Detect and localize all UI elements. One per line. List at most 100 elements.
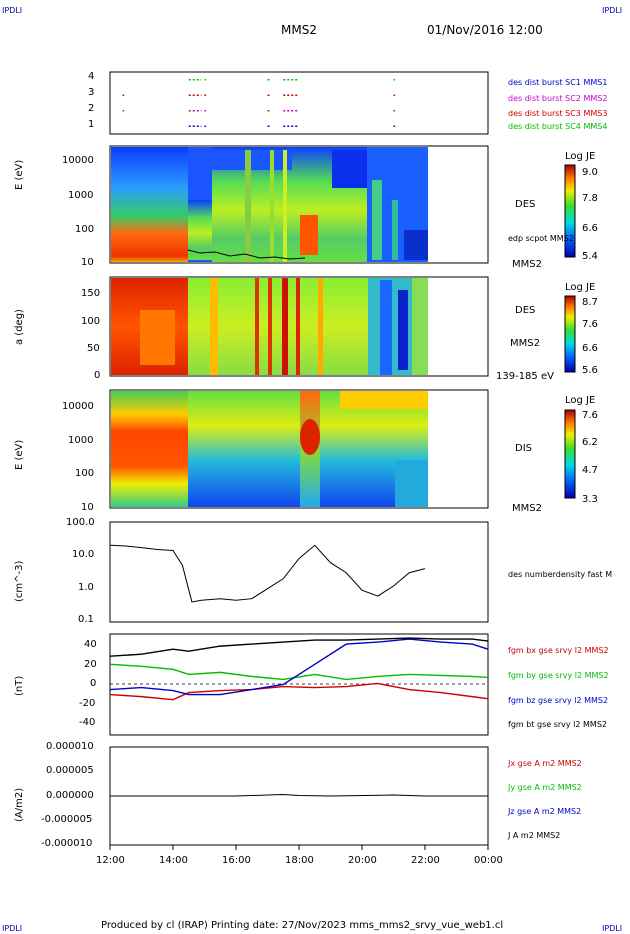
time-tick-1400: 14:00 xyxy=(159,855,188,866)
time-tick-2000: 20:00 xyxy=(348,855,377,866)
dis-e-ytick-1000: 1000 xyxy=(68,435,94,446)
des-energy-cb-tick-4: 5.4 xyxy=(582,251,598,262)
dis-e-ytick-10: 10 xyxy=(81,502,94,513)
des-e-ytick-1000: 1000 xyxy=(68,190,94,201)
dis-energy-spectrogram xyxy=(109,389,489,509)
burst-ytick-4: 4 xyxy=(88,71,95,82)
footer-credit: Produced by cl (IRAP) Printing date: 27/… xyxy=(101,920,504,931)
dis-energy-cb-tick-4: 3.3 xyxy=(582,494,598,505)
des-pitch-colorbar xyxy=(564,295,576,373)
time-tick-1800: 18:00 xyxy=(285,855,314,866)
bfield-legend-bx: fgm bx gse srvy l2 MMS2 xyxy=(508,646,609,655)
bfield-legend-bt: fgm bt gse srvy l2 MMS2 xyxy=(508,720,607,729)
des-energy-ylabel: E (eV) xyxy=(14,159,25,190)
des-pa-ytick-50: 50 xyxy=(87,343,100,354)
dis-energy-colorbar xyxy=(564,409,576,499)
des-pitch-label: DES xyxy=(515,305,536,316)
des-pa-ytick-0: 0 xyxy=(94,370,101,381)
des-energy-scpot-label: edp scpot MMS2 xyxy=(508,234,574,243)
density-panel xyxy=(109,521,489,623)
des-energy-colorbar-title: Log JE xyxy=(565,151,596,162)
burst-ytick-3: 3 xyxy=(88,87,95,98)
time-axis xyxy=(109,845,489,850)
des-pitch-cb-tick-4: 5.6 xyxy=(582,365,598,376)
des-pitch-spectrogram xyxy=(109,276,489,377)
des-pitch-colorbar-title: Log JE xyxy=(565,282,596,293)
des-e-ytick-10000: 10000 xyxy=(62,155,94,166)
bfield-series-0 xyxy=(109,682,489,701)
dis-energy-ylabel: E (eV) xyxy=(14,439,25,470)
bfield-ytick-m20: -20 xyxy=(79,698,96,709)
current-ytick-5: -0.000010 xyxy=(41,838,93,849)
current-ytick-4: -0.000005 xyxy=(41,814,93,825)
density-ytick-10: 10.0 xyxy=(72,549,95,560)
des-pitch-sc-label: MMS2 xyxy=(510,338,540,349)
burst-legend-mms4: des dist burst SC4 MMS4 xyxy=(508,122,608,131)
density-ytick-01: 0.1 xyxy=(78,614,94,625)
bfield-series-2 xyxy=(109,638,489,696)
density-ylabel: (cm^-3) xyxy=(14,560,25,602)
bfield-ytick-m40: -40 xyxy=(79,717,96,728)
des-pitch-cb-tick-1: 8.7 xyxy=(582,297,598,308)
current-legend-jz: Jz gse A m2 MMS2 xyxy=(508,807,582,816)
date-title: 01/Nov/2016 12:00 xyxy=(427,23,543,37)
corner-label-bottom-left: IPDLI xyxy=(2,924,23,933)
current-ytick-3: 0.000000 xyxy=(46,790,94,801)
bfield-panel xyxy=(109,633,489,736)
burst-ytick-1: 1 xyxy=(88,119,95,130)
des-pitch-ylabel: a (deg) xyxy=(14,309,25,345)
dis-e-ytick-10000: 10000 xyxy=(62,401,94,412)
des-energy-cb-tick-2: 7.8 xyxy=(582,193,598,204)
current-legend-j: J A m2 MMS2 xyxy=(508,831,561,840)
bfield-ylabel: (nT) xyxy=(14,675,25,696)
dis-energy-cb-tick-1: 7.6 xyxy=(582,410,598,421)
density-series-line xyxy=(109,544,426,603)
bfield-ytick-20: 20 xyxy=(84,659,97,670)
des-pa-ytick-150: 150 xyxy=(81,288,101,299)
burst-legend-mms1: des dist burst SC1 MMS1 xyxy=(508,78,608,87)
des-energy-cb-tick-3: 6.6 xyxy=(582,223,598,234)
current-ylabel: (A/m2) xyxy=(14,787,25,822)
des-e-ytick-100: 100 xyxy=(75,224,95,235)
density-ytick-1: 1.0 xyxy=(78,582,94,593)
current-ytick-2: 0.000005 xyxy=(46,765,94,776)
bfield-legend-by: fgm by gse srvy l2 MMS2 xyxy=(508,671,609,680)
bfield-series-1 xyxy=(109,663,489,681)
des-energy-spectrogram xyxy=(109,145,489,264)
spacecraft-title: MMS2 xyxy=(281,23,317,37)
current-legend-jy: Jy gse A m2 MMS2 xyxy=(508,783,582,792)
des-energy-sc-label: MMS2 xyxy=(512,259,542,270)
dis-energy-cb-tick-2: 6.2 xyxy=(582,437,598,448)
time-tick-2200: 22:00 xyxy=(411,855,440,866)
des-pa-ytick-100: 100 xyxy=(81,316,101,327)
bfield-ytick-40: 40 xyxy=(84,639,97,650)
current-panel xyxy=(109,746,489,846)
des-energy-label: DES xyxy=(515,199,536,210)
burst-legend-mms3: des dist burst SC3 MMS3 xyxy=(508,109,608,118)
corner-label-top-left: IPDLI xyxy=(2,6,23,15)
dis-energy-label: DIS xyxy=(515,443,532,454)
burst-panel xyxy=(109,71,489,135)
des-energy-cb-tick-1: 9.0 xyxy=(582,167,598,178)
bfield-legend-bz: fgm bz gse srvy l2 MMS2 xyxy=(508,696,609,705)
bfield-series-3 xyxy=(109,637,489,657)
des-pitch-cb-tick-3: 6.6 xyxy=(582,343,598,354)
des-pitch-cb-tick-2: 7.6 xyxy=(582,319,598,330)
current-ytick-1: 0.000010 xyxy=(46,741,94,752)
dis-energy-sc-label: MMS2 xyxy=(512,503,542,514)
dis-e-ytick-100: 100 xyxy=(75,468,95,479)
corner-label-bottom-right: IPDLI xyxy=(602,924,623,933)
current-series-line xyxy=(110,794,488,797)
time-tick-1600: 16:00 xyxy=(222,855,251,866)
current-legend-jx: Jx gse A m2 MMS2 xyxy=(508,759,582,768)
burst-marks xyxy=(122,79,396,127)
burst-legend-mms2: des dist burst SC2 MMS2 xyxy=(508,94,608,103)
des-energy-colorbar xyxy=(564,164,576,258)
time-tick-1200: 12:00 xyxy=(96,855,125,866)
burst-ytick-2: 2 xyxy=(88,103,95,114)
des-pitch-energy-range: 139-185 eV xyxy=(496,371,554,382)
dis-energy-cb-tick-3: 4.7 xyxy=(582,465,598,476)
density-ytick-100: 100.0 xyxy=(66,517,95,528)
corner-label-top-right: IPDLI xyxy=(602,6,623,15)
